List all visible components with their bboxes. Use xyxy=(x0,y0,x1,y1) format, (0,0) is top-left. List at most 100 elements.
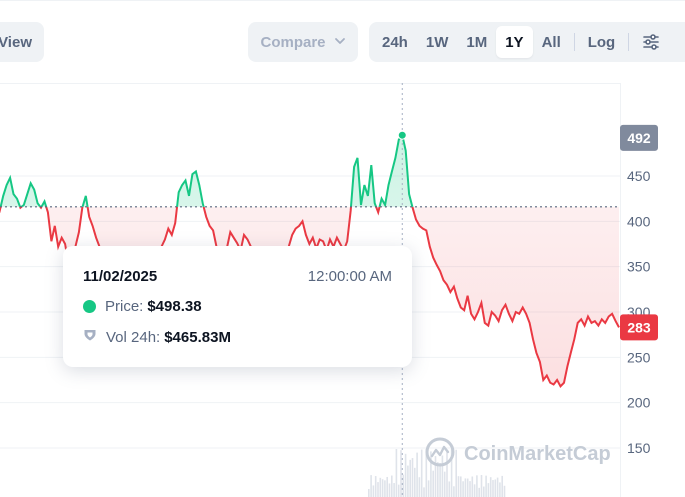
sliders-icon[interactable] xyxy=(635,26,667,58)
tooltip-time: 12:00:00 AM xyxy=(307,268,392,285)
volume-bar xyxy=(384,480,386,497)
high-price-label: 492 xyxy=(627,130,651,146)
volume-bar xyxy=(503,485,506,497)
price-area-above xyxy=(0,135,413,207)
price-tooltip: 11/02/2025 12:00:00 AM Price: $498.38 Vol… xyxy=(63,246,412,367)
volume-bar xyxy=(430,451,432,497)
volume-bar xyxy=(464,478,467,497)
volume-bar xyxy=(471,476,474,497)
volume-bar xyxy=(487,483,490,497)
volume-bar xyxy=(439,463,441,497)
volume-bar xyxy=(418,477,421,497)
volume-bar xyxy=(462,481,464,497)
volume-bar xyxy=(501,475,503,497)
volume-bar xyxy=(499,482,501,497)
volume-bar xyxy=(395,449,398,497)
volume-bar xyxy=(370,475,372,497)
log-scale-button[interactable]: Log xyxy=(587,33,616,51)
volume-bar xyxy=(397,484,400,497)
watermark-text: CoinMarketCap xyxy=(464,443,611,465)
volume-bar xyxy=(377,482,379,497)
volume-bar xyxy=(448,481,451,497)
volume-shield-icon xyxy=(83,328,97,346)
current-price-badge: 283 xyxy=(620,314,658,341)
volume-bar xyxy=(388,483,391,497)
volume-bar xyxy=(480,475,483,497)
compare-label: Compare xyxy=(260,33,326,51)
tooltip-price-value: $498.38 xyxy=(147,298,202,315)
volume-bars xyxy=(368,449,506,497)
volume-bar xyxy=(404,453,407,497)
volume-bar xyxy=(437,462,439,497)
volume-bar xyxy=(450,449,453,497)
volume-bar xyxy=(374,476,377,497)
range-1m-button[interactable]: 1M xyxy=(466,33,488,51)
volume-bar xyxy=(494,479,497,497)
tooltip-date: 11/02/2025 xyxy=(83,268,158,285)
tooltip-volume-row: Vol 24h: $465.83M xyxy=(83,328,231,346)
current-price-label: 283 xyxy=(627,319,651,335)
high-price-badge: 492 xyxy=(620,124,658,151)
tooltip-price-label: Price: xyxy=(105,298,144,315)
volume-bar xyxy=(427,480,430,497)
volume-bar xyxy=(473,484,476,497)
volume-bar xyxy=(460,476,462,497)
volume-bar xyxy=(485,475,487,497)
y-tick-label: 350 xyxy=(627,259,651,275)
volume-bar xyxy=(478,487,480,497)
volume-bar xyxy=(496,477,499,497)
y-axis-line xyxy=(620,83,621,497)
volume-bar xyxy=(443,471,446,497)
volume-bar xyxy=(466,478,469,497)
chevron-down-icon xyxy=(334,34,346,51)
volume-bar xyxy=(409,459,411,497)
volume-bar xyxy=(411,458,414,497)
volume-bar xyxy=(476,475,478,497)
volume-bar xyxy=(379,477,382,497)
y-tick-label: 200 xyxy=(627,395,651,411)
volume-bar xyxy=(441,455,444,497)
volume-bar xyxy=(368,489,370,497)
range-1w-button[interactable]: 1W xyxy=(425,33,449,51)
y-tick-label: 400 xyxy=(627,213,651,229)
range-divider xyxy=(628,33,630,51)
volume-bar xyxy=(423,487,425,497)
volume-bar xyxy=(469,481,471,497)
volume-bar xyxy=(400,450,402,497)
tooltip-volume-value: $465.83M xyxy=(164,328,231,346)
range-all-button[interactable]: All xyxy=(541,33,561,51)
volume-bar xyxy=(492,480,494,497)
volume-bar xyxy=(425,449,428,497)
view-button-label: View xyxy=(0,33,32,51)
volume-bar xyxy=(432,470,434,497)
volume-bar xyxy=(416,452,418,497)
tooltip-price-row: Price: $498.38 xyxy=(83,298,202,315)
volume-bar xyxy=(483,486,485,497)
volume-bar xyxy=(393,483,395,497)
volume-bar xyxy=(446,451,448,497)
volume-bar xyxy=(457,476,460,497)
coinmarketcap-logo-watermark: CoinMarketCap xyxy=(425,437,611,467)
price-line-below xyxy=(0,206,620,388)
time-range-group: 24h 1W 1M 1Y All Log xyxy=(369,22,685,62)
volume-bar xyxy=(434,456,437,497)
range-24h-button[interactable]: 24h xyxy=(382,33,408,51)
y-tick-label: 250 xyxy=(627,349,651,365)
volume-bar xyxy=(453,486,455,497)
volume-bar xyxy=(420,449,423,497)
volume-bar xyxy=(414,467,416,497)
volume-bar xyxy=(402,474,405,497)
volume-bar xyxy=(455,449,457,497)
compare-dropdown[interactable]: Compare xyxy=(248,22,358,62)
range-1y-button[interactable]: 1Y xyxy=(496,26,533,58)
range-divider xyxy=(573,33,575,51)
plot-top-border xyxy=(0,83,620,84)
top-divider xyxy=(0,0,685,1)
volume-bar xyxy=(489,477,492,497)
volume-bar xyxy=(372,485,375,497)
y-tick-label: 150 xyxy=(627,440,651,456)
view-button[interactable]: View xyxy=(0,22,44,62)
volume-bar xyxy=(386,476,388,497)
volume-bar xyxy=(407,465,409,497)
